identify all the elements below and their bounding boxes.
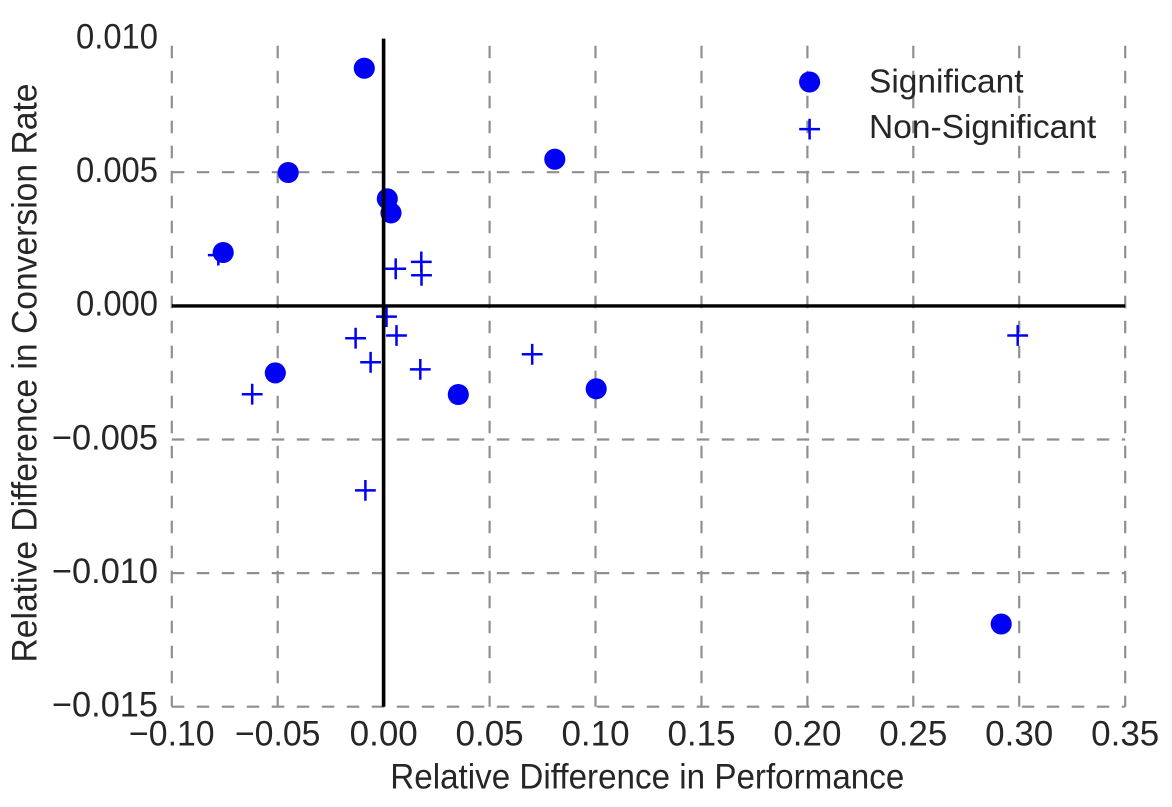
svg-text:−0.005: −0.005 [52, 418, 158, 457]
svg-text:0.05: 0.05 [456, 715, 524, 754]
svg-text:0.35: 0.35 [1091, 715, 1159, 754]
svg-text:−0.05: −0.05 [235, 715, 321, 754]
svg-text:−0.010: −0.010 [52, 552, 158, 591]
svg-text:−0.10: −0.10 [129, 715, 215, 754]
svg-text:Relative Difference in Convers: Relative Difference in Conversion Rate [6, 84, 45, 663]
svg-text:Non-Significant: Non-Significant [869, 109, 1097, 146]
svg-text:0.25: 0.25 [879, 715, 947, 754]
svg-text:0.30: 0.30 [985, 715, 1053, 754]
svg-text:0.00: 0.00 [350, 715, 418, 754]
svg-text:0.15: 0.15 [667, 715, 735, 754]
svg-text:0.010: 0.010 [76, 17, 158, 56]
svg-text:Relative Difference in Perform: Relative Difference in Performance [390, 757, 904, 797]
svg-text:0.20: 0.20 [773, 715, 841, 754]
svg-text:0.10: 0.10 [561, 715, 629, 754]
svg-text:0.000: 0.000 [76, 285, 158, 324]
svg-text:Significant: Significant [869, 63, 1024, 100]
svg-text:0.005: 0.005 [76, 151, 158, 190]
svg-text:−0.015: −0.015 [52, 686, 158, 725]
